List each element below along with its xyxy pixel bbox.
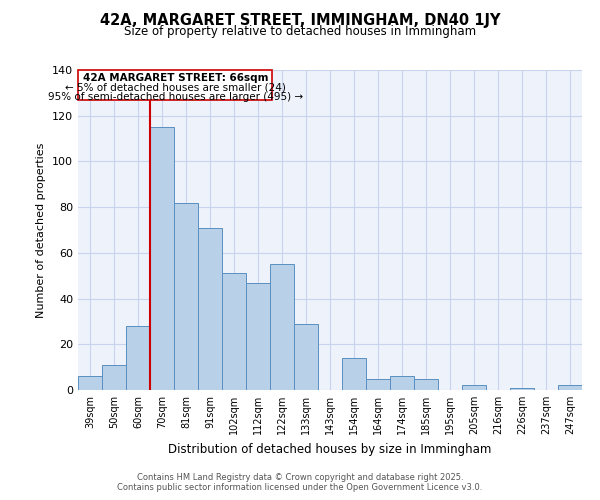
- Bar: [366, 378, 390, 390]
- Bar: [222, 274, 246, 390]
- Bar: [126, 326, 150, 390]
- Text: Size of property relative to detached houses in Immingham: Size of property relative to detached ho…: [124, 25, 476, 38]
- Text: 42A MARGARET STREET: 66sqm: 42A MARGARET STREET: 66sqm: [83, 74, 268, 84]
- Text: 95% of semi-detached houses are larger (495) →: 95% of semi-detached houses are larger (…: [48, 92, 303, 102]
- Bar: [150, 127, 174, 390]
- Bar: [102, 365, 126, 390]
- X-axis label: Distribution of detached houses by size in Immingham: Distribution of detached houses by size …: [169, 442, 491, 456]
- Bar: [270, 264, 294, 390]
- Bar: [342, 358, 366, 390]
- Bar: [79, 70, 272, 100]
- Bar: [294, 324, 318, 390]
- Text: 42A, MARGARET STREET, IMMINGHAM, DN40 1JY: 42A, MARGARET STREET, IMMINGHAM, DN40 1J…: [100, 12, 500, 28]
- Bar: [174, 202, 198, 390]
- Bar: [390, 376, 414, 390]
- Text: ← 5% of detached houses are smaller (24): ← 5% of detached houses are smaller (24): [65, 82, 286, 92]
- Bar: [198, 228, 222, 390]
- Bar: [246, 282, 270, 390]
- Text: Contains public sector information licensed under the Open Government Licence v3: Contains public sector information licen…: [118, 484, 482, 492]
- Bar: [78, 376, 102, 390]
- Bar: [414, 378, 438, 390]
- Bar: [510, 388, 534, 390]
- Text: Contains HM Land Registry data © Crown copyright and database right 2025.: Contains HM Land Registry data © Crown c…: [137, 472, 463, 482]
- Y-axis label: Number of detached properties: Number of detached properties: [37, 142, 46, 318]
- Bar: [558, 386, 582, 390]
- Bar: [462, 386, 486, 390]
